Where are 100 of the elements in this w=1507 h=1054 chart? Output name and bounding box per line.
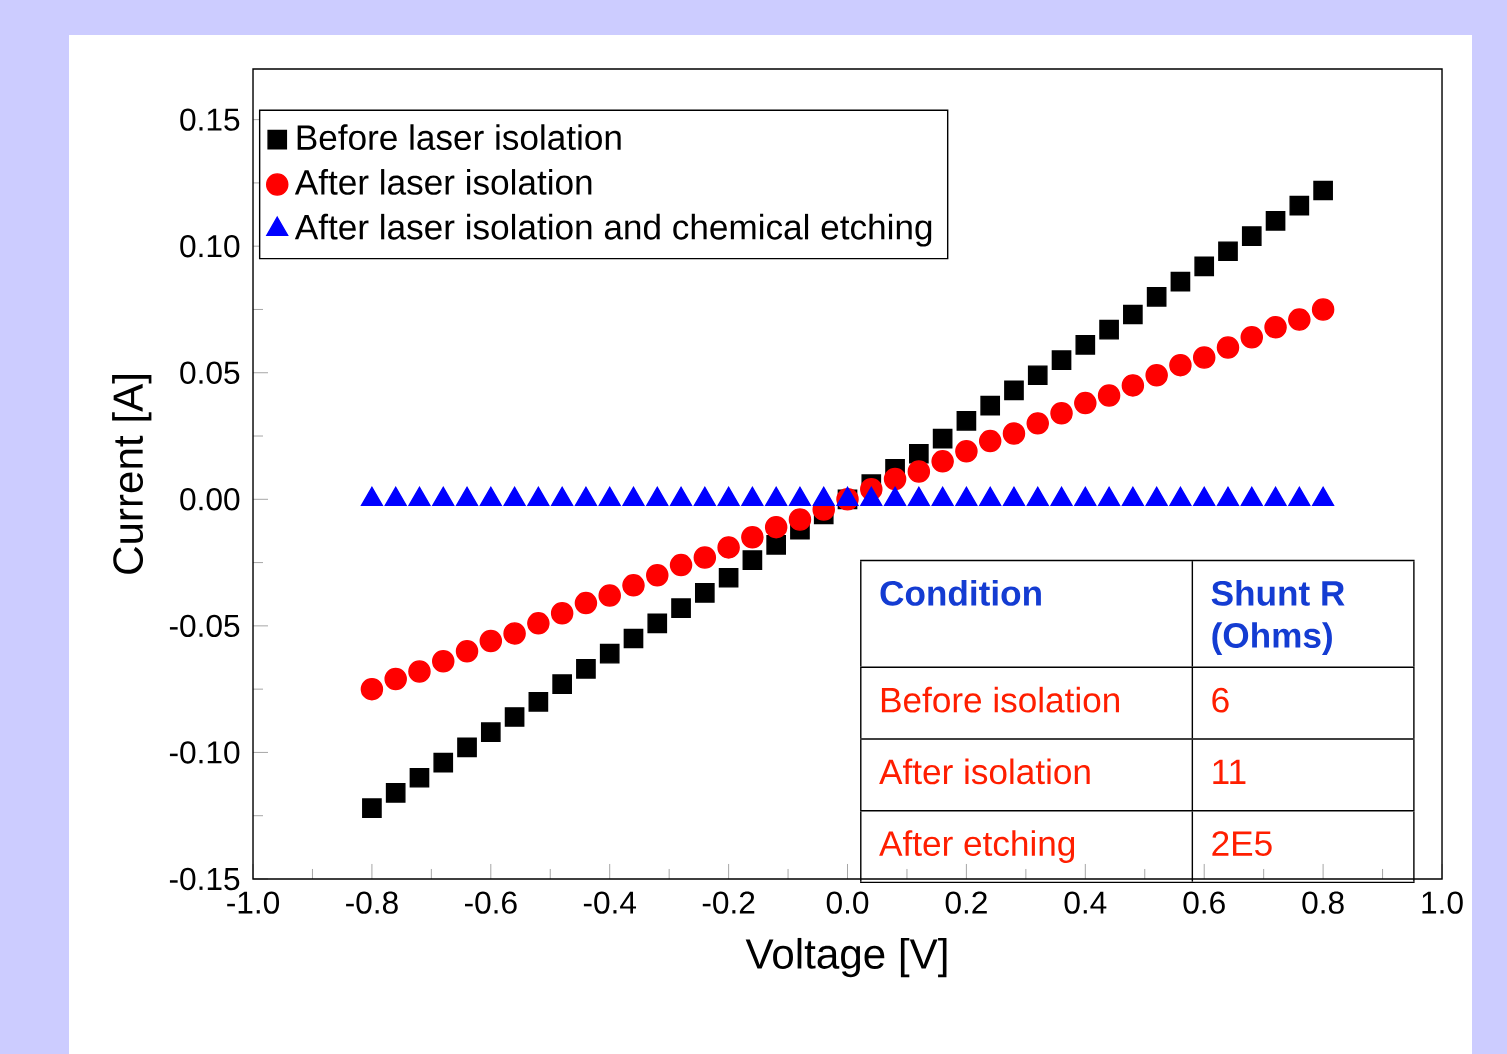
point bbox=[1099, 319, 1119, 340]
x-tick-label: 0.4 bbox=[1064, 891, 1107, 914]
point bbox=[1264, 315, 1287, 339]
point bbox=[764, 515, 788, 539]
point bbox=[1121, 374, 1145, 397]
legend-label: Before laser isolation bbox=[297, 124, 621, 151]
point bbox=[907, 460, 931, 483]
y-tick-label: 0.15 bbox=[180, 108, 240, 131]
point bbox=[766, 535, 787, 555]
x-tick-label: 1.0 bbox=[1422, 891, 1463, 914]
point bbox=[623, 628, 644, 649]
annotation: 2E5 bbox=[1212, 831, 1272, 856]
annotation: Shunt R (Ohms) bbox=[1211, 579, 1345, 655]
point bbox=[1194, 256, 1215, 277]
y-tick-label: -0.15 bbox=[169, 867, 240, 891]
point bbox=[480, 722, 501, 743]
point bbox=[1051, 350, 1072, 370]
annotation: 6 bbox=[1212, 687, 1229, 713]
point bbox=[883, 467, 907, 491]
point bbox=[1216, 336, 1240, 359]
point bbox=[550, 601, 574, 625]
point bbox=[552, 674, 572, 694]
point bbox=[980, 395, 1001, 416]
annotation: After etching bbox=[879, 830, 1075, 863]
point bbox=[455, 639, 479, 663]
point bbox=[433, 752, 454, 773]
point bbox=[1145, 364, 1168, 387]
point bbox=[1075, 335, 1096, 355]
point bbox=[384, 667, 407, 691]
point bbox=[1170, 271, 1191, 292]
point bbox=[360, 677, 384, 701]
x-tick-label: -0.2 bbox=[702, 891, 755, 914]
point bbox=[1241, 226, 1262, 246]
point bbox=[599, 643, 620, 664]
point bbox=[647, 613, 668, 634]
point bbox=[1146, 286, 1167, 307]
point bbox=[717, 536, 740, 559]
point bbox=[1289, 195, 1310, 216]
point bbox=[432, 650, 455, 673]
x-axis-title: Voltage [V] bbox=[745, 937, 947, 978]
y-tick-label: 0.10 bbox=[180, 234, 240, 258]
point bbox=[931, 450, 954, 473]
legend-label: After laser isolation bbox=[294, 169, 592, 195]
point bbox=[527, 612, 550, 635]
x-tick-label: 0.0 bbox=[826, 891, 869, 914]
point bbox=[574, 591, 598, 615]
point bbox=[1311, 298, 1335, 321]
x-tick-label: 0.2 bbox=[945, 891, 987, 914]
point bbox=[622, 574, 645, 597]
point bbox=[932, 428, 953, 449]
point bbox=[576, 659, 596, 679]
x-tick-label: 0.8 bbox=[1302, 891, 1344, 914]
point bbox=[503, 622, 526, 645]
x-tick-label: 0.6 bbox=[1183, 891, 1225, 914]
x-tick-label: -0.8 bbox=[346, 891, 398, 914]
point bbox=[909, 443, 929, 464]
point bbox=[1313, 180, 1333, 201]
point bbox=[409, 767, 430, 788]
point bbox=[362, 798, 382, 818]
point bbox=[742, 550, 763, 570]
point bbox=[646, 563, 669, 587]
y-tick-label: -0.05 bbox=[169, 614, 240, 638]
point bbox=[1123, 304, 1143, 325]
legend-label: After laser isolation and chemical etching bbox=[294, 213, 932, 247]
x-tick-label: -0.4 bbox=[583, 891, 637, 914]
point bbox=[1004, 380, 1024, 401]
point bbox=[1288, 308, 1311, 331]
point bbox=[1050, 401, 1073, 425]
y-axis-title: Current [A] bbox=[112, 375, 152, 574]
y-tick-label: 0.05 bbox=[180, 361, 240, 384]
point bbox=[718, 567, 739, 588]
point bbox=[956, 410, 977, 431]
point bbox=[598, 584, 621, 607]
point bbox=[788, 508, 812, 531]
point bbox=[1218, 241, 1238, 262]
point bbox=[669, 553, 693, 577]
point bbox=[1002, 422, 1026, 445]
point bbox=[504, 707, 525, 727]
point bbox=[1265, 211, 1286, 231]
point bbox=[955, 439, 978, 463]
annotation: Condition bbox=[880, 579, 1041, 606]
point bbox=[457, 737, 477, 758]
point bbox=[1240, 326, 1264, 349]
point bbox=[1026, 412, 1049, 435]
point bbox=[1027, 365, 1048, 386]
point bbox=[1169, 353, 1192, 377]
point bbox=[978, 429, 1002, 453]
x-tick-label: -1.0 bbox=[227, 891, 280, 914]
point bbox=[1097, 384, 1121, 407]
point bbox=[1074, 391, 1097, 415]
y-tick-label: 0.00 bbox=[180, 488, 240, 511]
annotation: 11 bbox=[1213, 759, 1246, 784]
point bbox=[528, 691, 549, 712]
point bbox=[1192, 346, 1216, 369]
y-tick-label: -0.10 bbox=[169, 741, 240, 764]
point bbox=[741, 526, 764, 549]
annotation: After isolation bbox=[879, 758, 1090, 785]
annotation: Before isolation bbox=[881, 686, 1119, 713]
point bbox=[693, 546, 717, 569]
point bbox=[479, 629, 503, 653]
